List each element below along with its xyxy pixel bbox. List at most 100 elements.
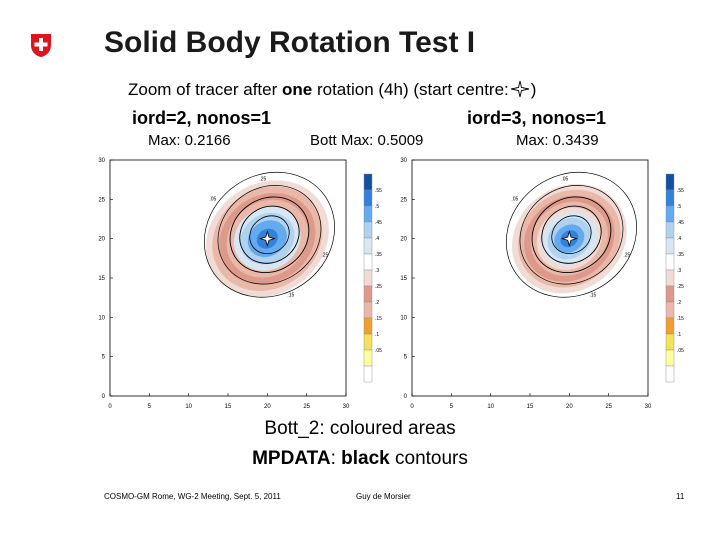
y-tick-label: 0 <box>404 394 408 400</box>
legend-label: .45 <box>677 220 684 226</box>
legend-label: .4 <box>375 236 379 242</box>
legend-label: .2 <box>375 300 379 306</box>
legend-swatch <box>665 173 675 191</box>
legend-swatch <box>665 205 675 223</box>
mpdata-contour <box>519 185 624 285</box>
legend-swatch <box>665 301 675 319</box>
x-tick-label: 20 <box>566 404 573 410</box>
contour-label: .25 <box>623 253 630 259</box>
contour-label: .15 <box>589 293 596 299</box>
legend-label: .2 <box>677 300 681 306</box>
right-config-label: iord=3, nonos=1 <box>467 108 607 128</box>
legend-label: .35 <box>677 252 684 258</box>
subtitle-end: ) <box>530 80 537 99</box>
caption-end: contours <box>389 448 468 469</box>
caption-line2: MPDATA: black contours <box>0 444 720 474</box>
legend-swatch <box>665 285 675 303</box>
mpdata-contour <box>505 171 637 298</box>
swiss-cross-icon <box>31 34 51 57</box>
mpdata-contour <box>541 205 602 264</box>
x-tick-label: 30 <box>343 404 350 410</box>
legend-label: .3 <box>677 268 681 274</box>
legend-swatch <box>665 237 675 255</box>
star-icon <box>510 80 529 98</box>
y-tick-label: 20 <box>400 237 407 243</box>
legend-swatch <box>363 253 373 271</box>
y-tick-label: 25 <box>98 197 105 203</box>
legend-swatch <box>363 317 373 335</box>
caption-bold2: black <box>341 448 390 469</box>
y-tick-label: 15 <box>400 276 407 282</box>
y-tick-label: 25 <box>400 197 407 203</box>
x-tick-label: 5 <box>148 404 152 410</box>
y-tick-label: 10 <box>400 315 407 321</box>
legend-swatch <box>363 365 373 383</box>
footer-page-number: 11 <box>676 492 685 501</box>
footer-author: Guy de Morsier <box>356 492 411 501</box>
x-tick-label: 0 <box>108 404 112 410</box>
x-tick-label: 25 <box>605 404 612 410</box>
x-tick-label: 10 <box>487 404 494 410</box>
x-tick-label: 15 <box>225 404 232 410</box>
contour-label: .05 <box>209 197 216 203</box>
x-tick-label: 25 <box>303 404 310 410</box>
legend-swatch <box>665 221 675 239</box>
legend-label: .55 <box>375 188 382 194</box>
legend-swatch <box>363 285 373 303</box>
mpdata-contour <box>217 185 322 285</box>
caption-bold1: MPDATA <box>252 448 331 469</box>
mpdata-contour <box>249 215 290 255</box>
legend-swatch <box>363 189 373 207</box>
legend-swatch <box>363 333 373 351</box>
legend-swatch <box>665 317 675 335</box>
mpdata-contour <box>203 171 335 298</box>
contour-label: .05 <box>561 177 568 183</box>
contour-label: .25 <box>259 177 266 183</box>
y-tick-label: 10 <box>98 315 105 321</box>
bott-max-label: Bott Max: 0.5009 <box>310 132 424 149</box>
x-tick-label: 15 <box>527 404 534 410</box>
legend-label: .05 <box>677 348 684 354</box>
left-tracer-plot: 0 5 10 15 20 25 30 0 5 10 15 20 25 30 .05 .25 .15 .25 .55.… <box>98 158 382 410</box>
x-tick-label: 30 <box>645 404 652 410</box>
legend-swatch <box>363 269 373 287</box>
legend-swatch <box>665 365 675 383</box>
legend-swatch <box>363 221 373 239</box>
legend-label: .15 <box>375 316 382 322</box>
mpdata-contour <box>531 196 612 273</box>
caption-line1: Bott_2: coloured areas <box>264 418 456 439</box>
caption-mid: : <box>330 448 342 469</box>
legend-label: .25 <box>677 284 684 290</box>
left-max-label: Max: 0.2166 <box>148 132 231 149</box>
subtitle-post: rotation (4h) (start centre: <box>312 80 509 99</box>
legend-label: .55 <box>677 188 684 194</box>
start-centre-star <box>560 230 578 248</box>
left-config-label: iord=2, nonos=1 <box>132 108 272 128</box>
x-tick-label: 0 <box>410 404 414 410</box>
x-tick-label: 5 <box>450 404 454 410</box>
mpdata-contour <box>239 205 300 264</box>
legend-label: .5 <box>677 204 681 210</box>
legend-label: .15 <box>677 316 684 322</box>
right-tracer-plot: 0 5 10 15 20 25 30 0 5 10 15 20 25 30 .05 .25 .15 .05 .55.… <box>400 158 684 410</box>
footer-meeting: COSMO-GM Rome, WG-2 Meeting, Sept. 5, 20… <box>104 492 281 501</box>
x-tick-label: 20 <box>264 404 271 410</box>
legend-label: .4 <box>677 236 681 242</box>
y-tick-label: 30 <box>400 158 407 164</box>
legend-swatch <box>665 189 675 207</box>
subtitle-pre: Zoom of tracer after <box>128 80 282 99</box>
mpdata-contour <box>229 196 310 273</box>
legend-label: .45 <box>375 220 382 226</box>
legend-label: .35 <box>375 252 382 258</box>
legend-swatch <box>665 253 675 271</box>
caption: Bott_2: coloured areas MPDATA: black con… <box>0 414 720 474</box>
y-tick-label: 5 <box>102 355 106 361</box>
subtitle-bold: one <box>282 80 313 99</box>
x-tick-label: 10 <box>185 404 192 410</box>
start-centre-star <box>258 230 276 248</box>
legend-swatch <box>363 301 373 319</box>
legend-label: .1 <box>677 332 681 338</box>
legend-swatch <box>665 349 675 367</box>
subtitle: Zoom of tracer after one rotation (4h) (… <box>128 80 536 100</box>
legend-label: .1 <box>375 332 379 338</box>
